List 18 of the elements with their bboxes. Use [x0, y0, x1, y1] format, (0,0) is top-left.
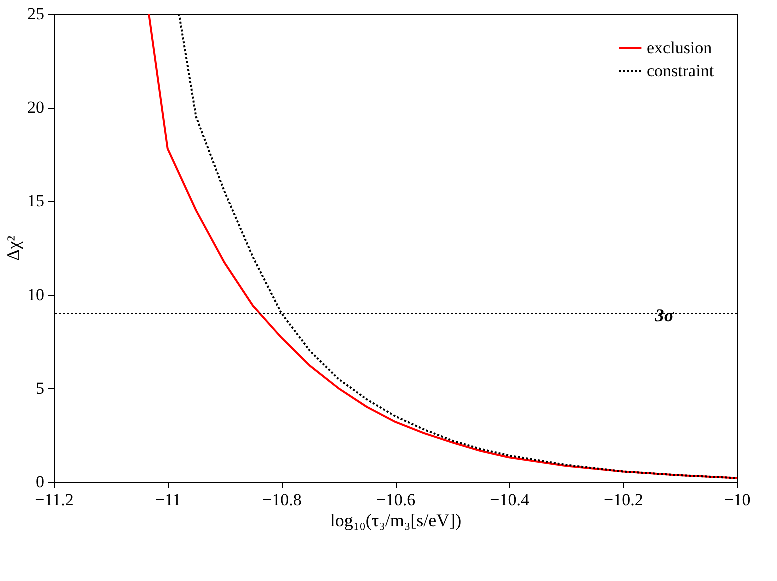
x-axis-title: log₁₀(τ₃/m₃[s/eV])	[330, 510, 462, 530]
y-axis-title: Δχ²	[4, 236, 24, 261]
y-tick-label: 20	[28, 98, 44, 118]
y-tick-label: 10	[28, 285, 44, 304]
x-tick-label: −11.2	[35, 490, 74, 510]
x-tick-label: −11	[155, 490, 182, 510]
legend-label: exclusion	[647, 38, 713, 58]
x-tick-label: −10.2	[604, 490, 644, 510]
x-tick-label: −10.8	[262, 490, 302, 510]
x-tick-label: −10.6	[376, 490, 416, 510]
y-tick-label: 0	[36, 472, 44, 492]
y-tick-label: 5	[36, 378, 44, 398]
x-tick-label: −10.4	[490, 490, 530, 510]
y-tick-label: 25	[28, 4, 44, 24]
y-tick-label: 15	[28, 192, 44, 211]
x-tick-label: −10	[724, 490, 751, 510]
legend-label: constraint	[647, 62, 714, 80]
ref-line-label: 3σ	[654, 306, 676, 326]
